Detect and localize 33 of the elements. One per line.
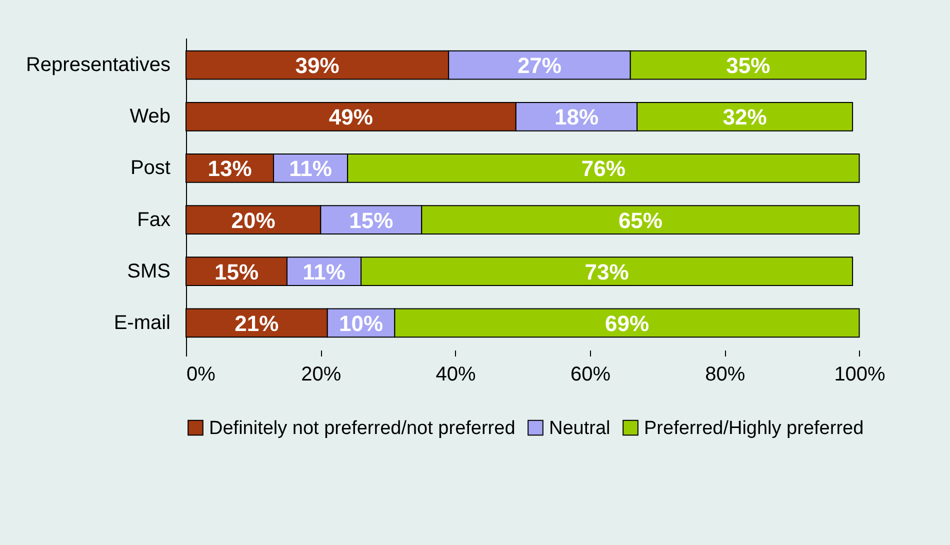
data-label: 15% bbox=[214, 259, 259, 284]
y-tick-label: SMS bbox=[127, 260, 170, 282]
data-label: 27% bbox=[517, 53, 562, 78]
legend-label: Definitely not preferred/not preferred bbox=[209, 418, 516, 439]
data-label: 20% bbox=[231, 208, 276, 233]
data-label: 73% bbox=[584, 259, 629, 284]
data-label: 11% bbox=[302, 259, 346, 284]
data-label: 69% bbox=[604, 310, 650, 336]
y-tick-label: Web bbox=[130, 106, 170, 128]
x-tick-label: 0% bbox=[186, 364, 216, 386]
y-tick-label: Representatives bbox=[26, 54, 170, 76]
data-label: 76% bbox=[581, 156, 626, 182]
data-label: 18% bbox=[554, 104, 599, 130]
data-label: 35% bbox=[726, 53, 770, 78]
data-label: 13% bbox=[208, 156, 252, 182]
data-label: 11% bbox=[289, 156, 332, 182]
data-label: 65% bbox=[618, 208, 662, 233]
x-tick-label: 100% bbox=[834, 364, 886, 386]
x-tick-label: 60% bbox=[570, 364, 611, 386]
data-label: 49% bbox=[328, 104, 373, 130]
data-label: 39% bbox=[295, 53, 340, 78]
y-tick-label: Post bbox=[130, 157, 171, 180]
x-tick-label: 20% bbox=[301, 364, 342, 386]
data-label: 10% bbox=[339, 310, 384, 336]
data-label: 15% bbox=[349, 208, 394, 233]
data-label: 21% bbox=[234, 310, 279, 336]
legend-label: Preferred/Highly preferred bbox=[644, 418, 864, 439]
y-tick-label: E-mail bbox=[114, 312, 170, 334]
y-tick-label: Fax bbox=[137, 208, 170, 231]
data-label: 32% bbox=[722, 104, 767, 130]
x-tick-label: 80% bbox=[705, 364, 746, 386]
legend-label: Neutral bbox=[549, 418, 610, 439]
x-tick-label: 40% bbox=[436, 364, 476, 386]
